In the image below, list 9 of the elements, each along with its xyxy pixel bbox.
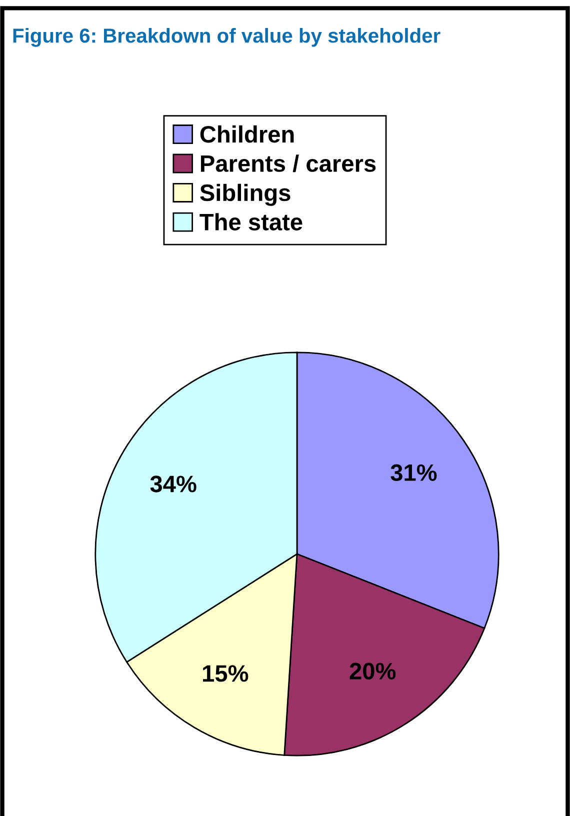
data-label: 31%	[390, 464, 437, 482]
legend-label: Siblings	[200, 184, 290, 206]
legend-label: Children	[200, 125, 294, 143]
data-label: 15%	[203, 665, 248, 682]
legend-label: The state	[200, 213, 302, 230]
chart-title: Figure 6: Breakdown of value by stakeholder	[13, 28, 440, 47]
legend-label: Parents / carers	[200, 154, 376, 172]
data-label: 20%	[350, 662, 396, 680]
data-label: 34%	[150, 476, 196, 492]
